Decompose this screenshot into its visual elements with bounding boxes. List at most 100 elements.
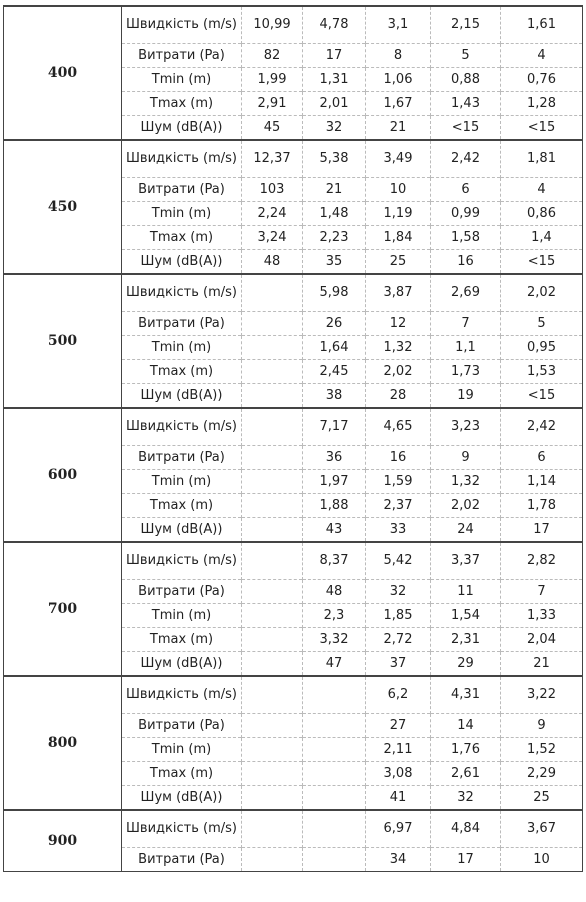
table-row: Tmin (m) 1,64 1,32 1,1 0,95 — [4, 335, 583, 360]
cell: 3,24 — [241, 225, 303, 250]
cell — [241, 311, 303, 336]
cell: 2,23 — [302, 225, 366, 250]
cell: 1,52 — [500, 737, 583, 762]
cell: 1,85 — [365, 603, 431, 628]
row-label: Швидкість (m/s) — [121, 809, 242, 848]
table-row: Витрати (Pa) 27 14 9 — [4, 713, 583, 738]
group-label: 700 — [3, 541, 122, 676]
table-row: Tmax (m) 3,08 2,61 2,29 — [4, 761, 583, 786]
row-label: Tmax (m) — [121, 91, 242, 116]
table-row: Tmax (m) 3,24 2,23 1,84 1,58 1,4 — [4, 225, 583, 250]
table-row: Tmin (m) 1,99 1,31 1,06 0,88 0,76 — [4, 67, 583, 92]
cell: 21 — [500, 651, 583, 676]
cell: 1,1 — [430, 335, 501, 360]
table-row: Витрати (Pa) 103 21 10 6 4 — [4, 177, 583, 202]
cell: 8 — [365, 43, 431, 68]
cell — [302, 713, 366, 738]
table-row: Шум (dB(A)) 41 32 25 — [4, 785, 583, 810]
row-label: Tmin (m) — [121, 603, 242, 628]
cell: 0,99 — [430, 201, 501, 226]
row-label: Шум (dB(A)) — [121, 785, 242, 810]
row-label: Швидкість (m/s) — [121, 273, 242, 312]
cell: 2,15 — [430, 5, 501, 44]
cell: 2,91 — [241, 91, 303, 116]
cell: 7,17 — [302, 407, 366, 446]
cell: 1,67 — [365, 91, 431, 116]
cell — [241, 383, 303, 408]
cell — [241, 445, 303, 470]
cell: 25 — [500, 785, 583, 810]
table-row: Шум (dB(A)) 45 32 21 <15 <15 — [4, 115, 583, 140]
table-row: Шум (dB(A)) 47 37 29 21 — [4, 651, 583, 676]
table-row: Tmin (m) 2,3 1,85 1,54 1,33 — [4, 603, 583, 628]
row-label: Швидкість (m/s) — [121, 407, 242, 446]
row-label: Tmin (m) — [121, 737, 242, 762]
cell — [241, 675, 303, 714]
cell: 5,98 — [302, 273, 366, 312]
cell: 1,61 — [500, 5, 583, 44]
cell: 2,42 — [500, 407, 583, 446]
cell — [302, 847, 366, 872]
cell: 12,37 — [241, 139, 303, 178]
cell: 0,95 — [500, 335, 583, 360]
cell — [241, 627, 303, 652]
table-row: Витрати (Pa) 36 16 9 6 — [4, 445, 583, 470]
row-label: Витрати (Pa) — [121, 579, 242, 604]
table-row: Tmax (m) 2,45 2,02 1,73 1,53 — [4, 359, 583, 384]
row-label: Витрати (Pa) — [121, 713, 242, 738]
cell: 37 — [365, 651, 431, 676]
cell: 4,78 — [302, 5, 366, 44]
cell: 2,29 — [500, 761, 583, 786]
table-row: Tmin (m) 2,11 1,76 1,52 — [4, 737, 583, 762]
cell: 35 — [302, 249, 366, 274]
cell: 19 — [430, 383, 501, 408]
cell: 2,11 — [365, 737, 431, 762]
cell — [302, 785, 366, 810]
cell: 2,02 — [500, 273, 583, 312]
table-row: Витрати (Pa) 82 17 8 5 4 — [4, 43, 583, 68]
cell: 6,2 — [365, 675, 431, 714]
cell: 6 — [500, 445, 583, 470]
cell: 32 — [302, 115, 366, 140]
cell: 32 — [430, 785, 501, 810]
table-row: Витрати (Pa) 34 17 10 — [4, 847, 583, 872]
cell: 9 — [430, 445, 501, 470]
row-label: Витрати (Pa) — [121, 445, 242, 470]
row-label: Шум (dB(A)) — [121, 115, 242, 140]
cell: 32 — [365, 579, 431, 604]
cell: 5 — [430, 43, 501, 68]
table-row: 900 Швидкість (m/s) 6,97 4,84 3,67 — [3, 809, 583, 872]
row-label: Витрати (Pa) — [121, 847, 242, 872]
cell: 4,65 — [365, 407, 431, 446]
row-label: Tmax (m) — [121, 225, 242, 250]
cell: 29 — [430, 651, 501, 676]
cell: 3,37 — [430, 541, 501, 580]
cell — [302, 809, 366, 848]
cell: 25 — [365, 249, 431, 274]
cell: 1,59 — [365, 469, 431, 494]
cell: 1,14 — [500, 469, 583, 494]
table-row: Шум (dB(A)) 38 28 19 <15 — [4, 383, 583, 408]
cell: 2,31 — [430, 627, 501, 652]
cell: 5,38 — [302, 139, 366, 178]
cell: 2,02 — [365, 359, 431, 384]
cell: 27 — [365, 713, 431, 738]
cell: 26 — [302, 311, 366, 336]
cell: 1,32 — [365, 335, 431, 360]
cell: 17 — [302, 43, 366, 68]
row-label: Tmax (m) — [121, 359, 242, 384]
cell: 1,54 — [430, 603, 501, 628]
cell — [241, 737, 303, 762]
cell: 48 — [302, 579, 366, 604]
cell: 10,99 — [241, 5, 303, 44]
cell: 4,31 — [430, 675, 501, 714]
table-row: Шум (dB(A)) 48 35 25 16 <15 — [4, 249, 583, 274]
cell: 1,19 — [365, 201, 431, 226]
group-label: 400 — [3, 5, 122, 140]
cell — [241, 651, 303, 676]
row-label: Tmax (m) — [121, 761, 242, 786]
row-label: Швидкість (m/s) — [121, 675, 242, 714]
cell — [241, 359, 303, 384]
cell: 103 — [241, 177, 303, 202]
table-row: Tmax (m) 2,91 2,01 1,67 1,43 1,28 — [4, 91, 583, 116]
